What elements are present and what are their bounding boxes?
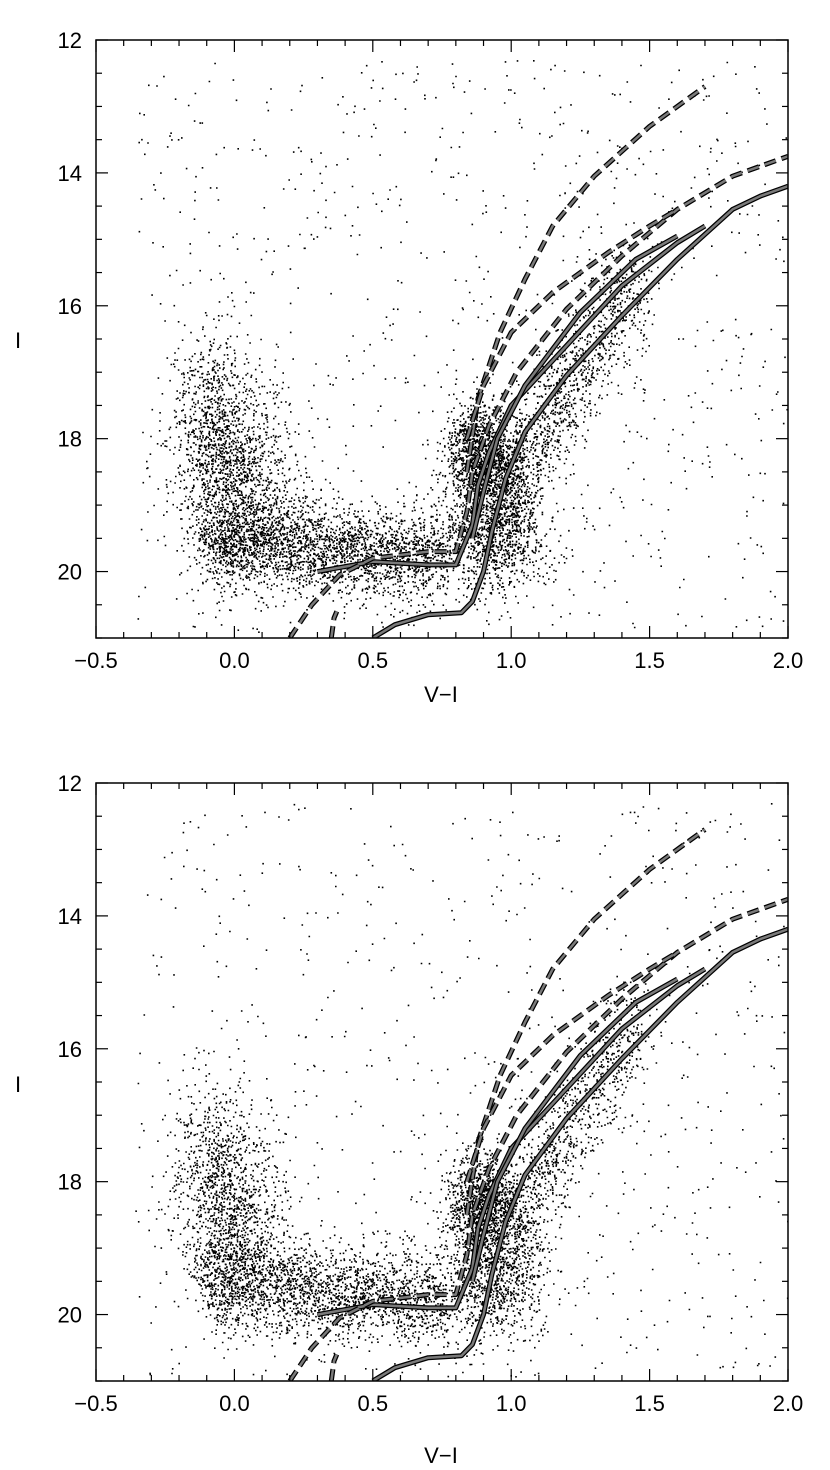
- x-axis-label: V−I: [424, 1443, 458, 1468]
- x-tick-label: 1.0: [496, 648, 527, 673]
- isochrone-solid: [372, 185, 788, 638]
- isochrone-outline: [464, 827, 707, 1216]
- isochrone-dashed: [465, 828, 706, 1216]
- isochrone-outline: [371, 183, 788, 638]
- bottom-panel: I V−I −0.5 0.0 0.5 1.0 1.5 2.0 12 14 16 18 20: [15, 771, 803, 1468]
- isochrones: [287, 84, 788, 638]
- x-tick-label: 1.5: [634, 648, 665, 673]
- x-tick-label: 0.5: [358, 648, 389, 673]
- isochrone-dashed: [330, 1353, 338, 1381]
- y-tick-label: 18: [58, 1170, 82, 1195]
- isochrone-dashed: [465, 208, 678, 440]
- y-axis-label: I: [15, 328, 21, 353]
- isochrone-dashed: [465, 85, 706, 473]
- y-tick-label: 20: [58, 1303, 82, 1328]
- y-tick-label: 12: [58, 28, 82, 53]
- x-tick-label: 2.0: [773, 648, 804, 673]
- x-tick-label: 0.0: [219, 648, 250, 673]
- x-tick-label: −0.5: [74, 648, 117, 673]
- isochrone-solid: [372, 928, 788, 1381]
- y-tick-label: 20: [58, 560, 82, 585]
- isochrone-solid: [317, 967, 706, 1316]
- isochrone-outline: [371, 926, 788, 1381]
- isochrones: [287, 827, 788, 1381]
- isochrone-solid: [317, 224, 706, 573]
- x-tick-label: −0.5: [74, 1391, 117, 1416]
- x-tick-label: 2.0: [773, 1391, 804, 1416]
- x-tick-label: 1.5: [634, 1391, 665, 1416]
- x-tick-label: 0.0: [219, 1391, 250, 1416]
- top-panel: I V−I −0.5 0.0 0.5 1.0 1.5 2.0 12 14 16 18 20: [15, 28, 803, 707]
- isochrone-solid: [471, 234, 678, 539]
- isochrone-solid: [471, 977, 678, 1282]
- isochrone-dashed: [465, 951, 678, 1183]
- y-tick-label: 16: [58, 294, 82, 319]
- x-tick-label: 1.0: [496, 1391, 527, 1416]
- y-tick-label: 14: [58, 904, 82, 929]
- isochrone-dashed: [288, 155, 788, 638]
- x-axis-label: V−I: [424, 682, 458, 707]
- y-tick-label: 14: [58, 161, 82, 186]
- y-tick-label: 16: [58, 1037, 82, 1062]
- isochrone-dashed: [330, 610, 338, 638]
- ticks: [95, 782, 789, 1382]
- y-tick-label: 18: [58, 427, 82, 452]
- plot-frame: [95, 782, 789, 1382]
- isochrone-dashed: [288, 898, 788, 1381]
- ticks: [95, 39, 789, 639]
- x-tick-label: 0.5: [358, 1391, 389, 1416]
- y-axis-label: I: [15, 1072, 21, 1097]
- y-tick-label: 12: [58, 771, 82, 796]
